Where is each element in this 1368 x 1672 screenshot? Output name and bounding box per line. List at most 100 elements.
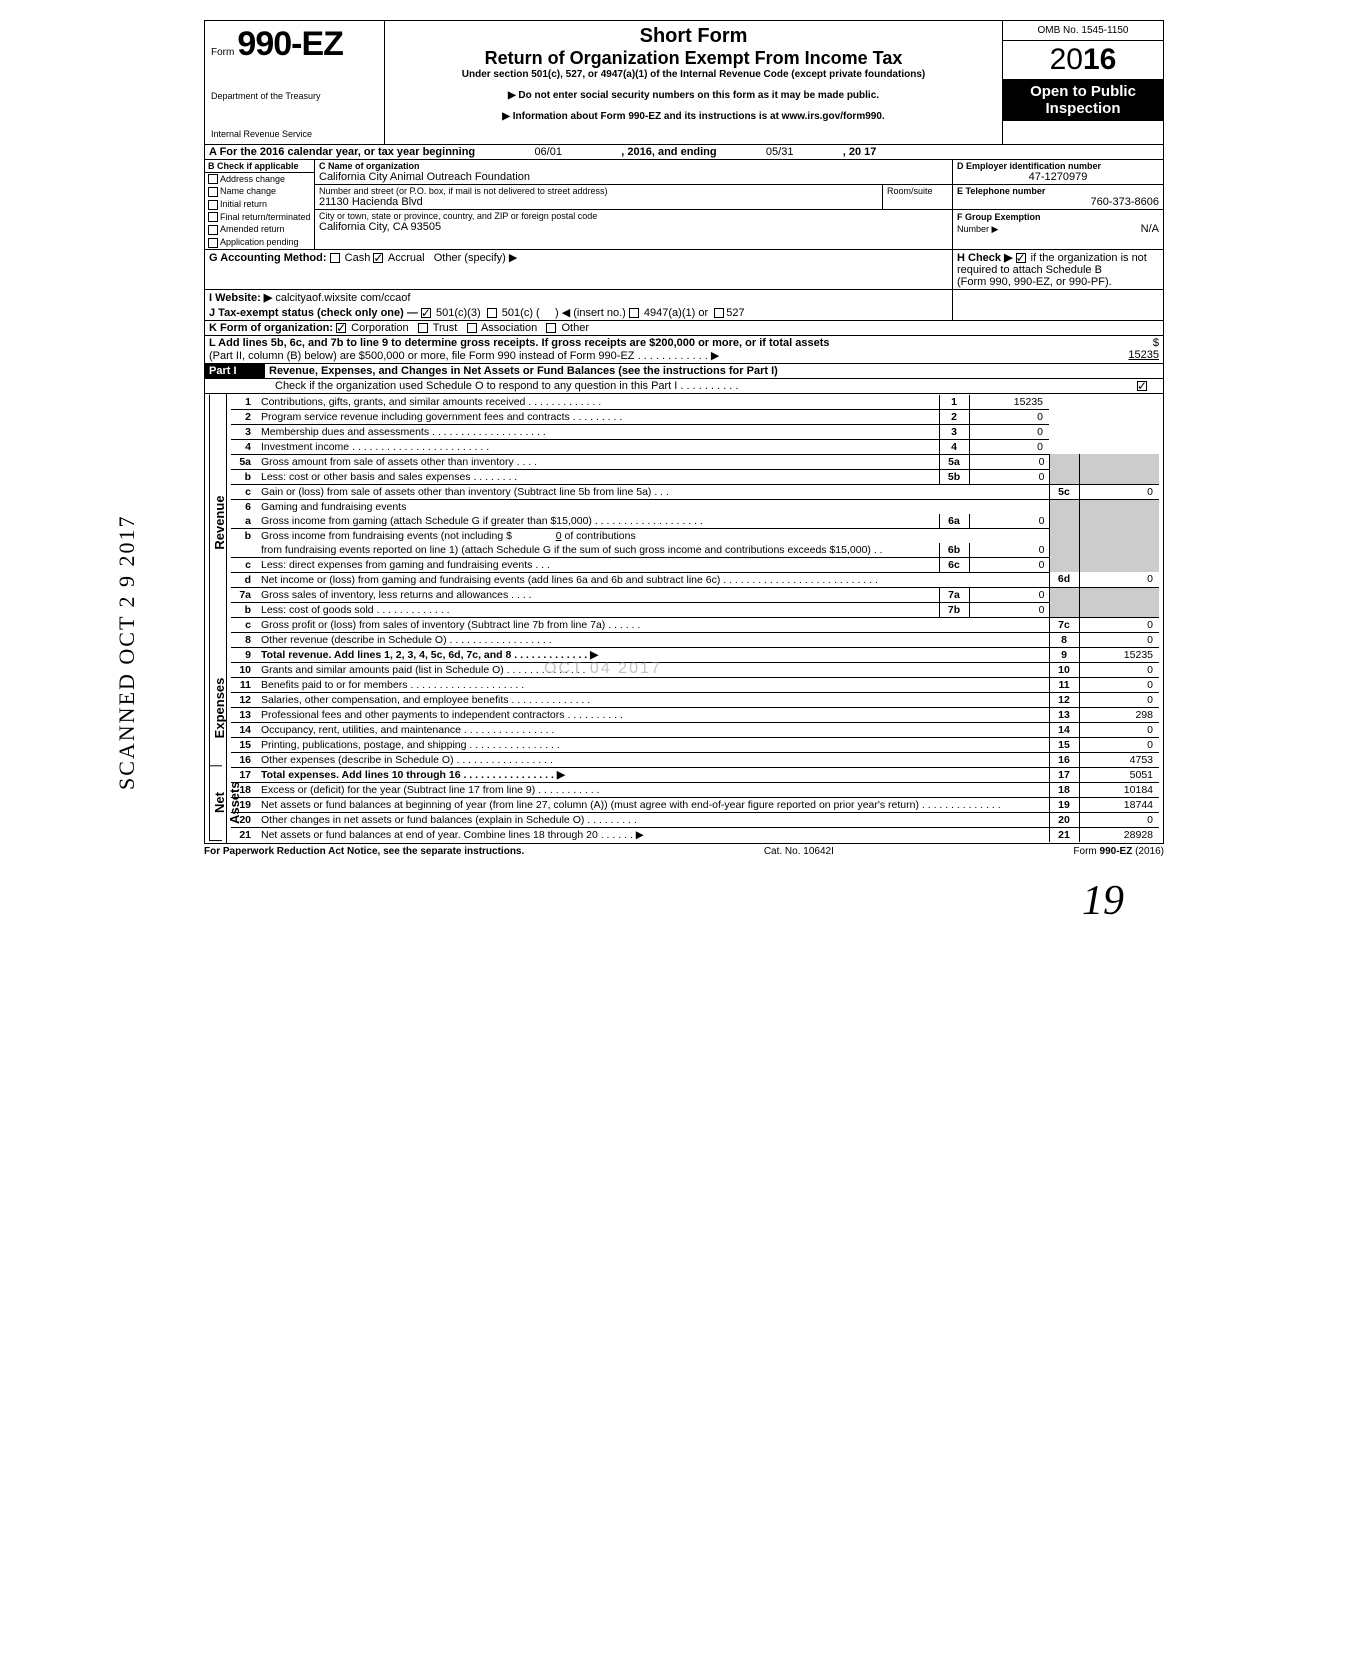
val-18: 10184 bbox=[1079, 782, 1159, 797]
form-label: Form bbox=[211, 47, 234, 58]
dept-treasury: Department of the Treasury bbox=[211, 92, 378, 102]
block-b-label: B Check if applicable bbox=[208, 161, 299, 171]
line-20: Other changes in net assets or fund bala… bbox=[257, 812, 1049, 827]
line-19: Net assets or fund balances at beginning… bbox=[257, 797, 1049, 812]
chk-501c[interactable] bbox=[487, 308, 497, 318]
val-21: 28928 bbox=[1079, 827, 1159, 842]
line-10: Grants and similar amounts paid (list in… bbox=[257, 662, 1049, 677]
val-2: 0 bbox=[969, 409, 1049, 424]
label-revenue: Revenue bbox=[209, 395, 222, 651]
chk-cash[interactable] bbox=[330, 253, 340, 263]
chk-corp[interactable] bbox=[336, 323, 346, 333]
val-5a: 0 bbox=[969, 454, 1049, 469]
addr-label: Number and street (or P.O. box, if mail … bbox=[319, 186, 878, 196]
block-def: D Employer identification number 47-1270… bbox=[953, 160, 1163, 249]
chk-501c3[interactable] bbox=[421, 308, 431, 318]
block-c-label: C Name of organization bbox=[319, 161, 420, 171]
line-15: Printing, publications, postage, and shi… bbox=[257, 737, 1049, 752]
line-i-label: I Website: ▶ bbox=[209, 292, 272, 304]
chk-schedule-o[interactable] bbox=[1137, 381, 1147, 391]
line-k-label: K Form of organization: bbox=[209, 322, 333, 334]
line-3: Membership dues and assessments . . . . … bbox=[257, 424, 939, 439]
val-4: 0 bbox=[969, 439, 1049, 454]
line-a: A For the 2016 calendar year, or tax yea… bbox=[204, 145, 1164, 160]
chk-initial[interactable]: Initial return bbox=[205, 198, 314, 211]
val-10: 0 bbox=[1079, 662, 1159, 677]
scanned-stamp: SCANNED OCT 2 9 2017 bbox=[114, 514, 140, 790]
val-5c: 0 bbox=[1079, 484, 1159, 499]
chk-final[interactable]: Final return/terminated bbox=[205, 211, 314, 224]
chk-accrual[interactable] bbox=[373, 253, 383, 263]
label-netassets: Net Assets bbox=[209, 766, 222, 841]
chk-other-org[interactable] bbox=[546, 323, 556, 333]
line-16: Other expenses (describe in Schedule O) … bbox=[257, 752, 1049, 767]
block-h: H Check ▶ if the organization is not req… bbox=[953, 250, 1163, 289]
chk-amended[interactable]: Amended return bbox=[205, 223, 314, 236]
dept-irs: Internal Revenue Service bbox=[211, 130, 378, 140]
omb-number: OMB No. 1545-1150 bbox=[1003, 21, 1163, 41]
line-5b: Less: cost or other basis and sales expe… bbox=[257, 469, 939, 484]
line-a-label: A For the 2016 calendar year, or tax yea… bbox=[209, 146, 475, 158]
line-l-text1: L Add lines 5b, 6c, and 7b to line 9 to … bbox=[209, 337, 830, 349]
website: calcityaof.wixsite com/ccaof bbox=[275, 292, 410, 304]
form-page: SCANNED OCT 2 9 2017 OCT 04 2017 Form 99… bbox=[204, 20, 1164, 925]
part-i-header: Part I Revenue, Expenses, and Changes in… bbox=[204, 364, 1164, 379]
chk-trust[interactable] bbox=[418, 323, 428, 333]
line-h-text3: (Form 990, 990-EZ, or 990-PF). bbox=[957, 276, 1112, 288]
city-label: City or town, state or province, country… bbox=[319, 211, 948, 221]
long-title: Return of Organization Exempt From Incom… bbox=[393, 48, 994, 69]
note-instructions: ▶ Information about Form 990-EZ and its … bbox=[393, 111, 994, 122]
val-7b: 0 bbox=[969, 602, 1049, 617]
chk-4947[interactable] bbox=[629, 308, 639, 318]
line-h-text2: required to attach Schedule B bbox=[957, 264, 1102, 276]
chk-assoc[interactable] bbox=[467, 323, 477, 333]
line-6b-2: from fundraising events reported on line… bbox=[257, 543, 939, 558]
form-number: 990-EZ bbox=[237, 25, 343, 63]
val-3: 0 bbox=[969, 424, 1049, 439]
handwritten-page-number: 19 bbox=[204, 877, 1164, 925]
line-7b: Less: cost of goods sold . . . . . . . .… bbox=[257, 602, 939, 617]
line-l: L Add lines 5b, 6c, and 7b to line 9 to … bbox=[204, 336, 1164, 364]
section-labels: Revenue Expenses Net Assets bbox=[205, 394, 227, 843]
line-j-label: J Tax-exempt status (check only one) — bbox=[209, 307, 418, 319]
lines-table: 1Contributions, gifts, grants, and simil… bbox=[231, 395, 1159, 842]
org-name: California City Animal Outreach Foundati… bbox=[319, 171, 948, 183]
val-16: 4753 bbox=[1079, 752, 1159, 767]
year-prefix: 20 bbox=[1050, 43, 1083, 76]
subtitle: Under section 501(c), 527, or 4947(a)(1)… bbox=[393, 69, 994, 80]
tax-year: 2016 bbox=[1003, 41, 1163, 80]
short-title: Short Form bbox=[393, 25, 994, 48]
chk-pending[interactable]: Application pending bbox=[205, 236, 314, 249]
chk-name[interactable]: Name change bbox=[205, 185, 314, 198]
val-6d: 0 bbox=[1079, 572, 1159, 587]
footer-left: For Paperwork Reduction Act Notice, see … bbox=[204, 846, 524, 857]
line-17: Total expenses. Add lines 10 through 16 … bbox=[257, 767, 1049, 782]
chk-sched-b[interactable] bbox=[1016, 253, 1026, 263]
line-g-label: G Accounting Method: bbox=[209, 252, 327, 264]
line-h-text: if the organization is not bbox=[1031, 252, 1147, 264]
open2: Inspection bbox=[1005, 101, 1161, 118]
line-a-mid: , 2016, and ending bbox=[621, 146, 716, 158]
chk-address[interactable]: Address change bbox=[205, 173, 314, 186]
line-6c: Less: direct expenses from gaming and fu… bbox=[257, 557, 939, 572]
val-9: 15235 bbox=[1079, 647, 1159, 662]
line-5a: Gross amount from sale of assets other t… bbox=[257, 454, 939, 469]
line-2: Program service revenue including govern… bbox=[257, 409, 939, 424]
chk-527[interactable] bbox=[714, 308, 724, 318]
note-public: ▶ Do not enter social security numbers o… bbox=[393, 90, 994, 101]
val-7c: 0 bbox=[1079, 617, 1159, 632]
form-id-cell: Form 990-EZ Department of the Treasury I… bbox=[205, 21, 385, 144]
line-11: Benefits paid to or for members . . . . … bbox=[257, 677, 1049, 692]
line-7a: Gross sales of inventory, less returns a… bbox=[257, 587, 939, 602]
val-12: 0 bbox=[1079, 692, 1159, 707]
city-state-zip: California City, CA 93505 bbox=[319, 221, 948, 233]
right-header: OMB No. 1545-1150 2016 Open to Public In… bbox=[1003, 21, 1163, 144]
line-12: Salaries, other compensation, and employ… bbox=[257, 692, 1049, 707]
line-l-dollar: $ bbox=[1153, 337, 1159, 349]
footer-cat: Cat. No. 10642I bbox=[764, 846, 834, 857]
block-d-label: D Employer identification number bbox=[957, 161, 1101, 171]
line-6a: Gross income from gaming (attach Schedul… bbox=[257, 514, 939, 529]
group-exemption: N/A bbox=[1141, 223, 1159, 235]
footer-form: Form Form 990-EZ (2016)990-EZ (2016) bbox=[1073, 846, 1164, 857]
form-header: Form 990-EZ Department of the Treasury I… bbox=[204, 20, 1164, 145]
